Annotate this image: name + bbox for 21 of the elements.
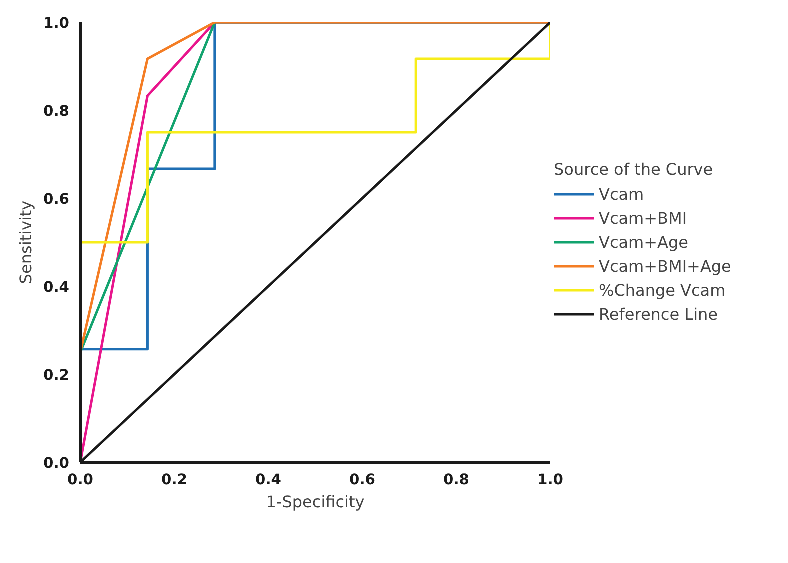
y-axis-title: Sensitivity [16, 200, 36, 284]
legend-label: Vcam+Age [599, 232, 688, 252]
x-tick-label: 0.8 [444, 472, 470, 488]
x-tick-label: 0.2 [162, 472, 188, 488]
x-axis-title: 1-Specificity [266, 492, 365, 512]
legend-label: Reference Line [599, 304, 718, 324]
x-tick-label: 1.0 [538, 472, 564, 488]
x-tick-label: 0.6 [350, 472, 376, 488]
legend-label: %Change Vcam [599, 280, 726, 300]
legend-label: Vcam+BMI+Age [599, 256, 732, 276]
legend-title: Source of the Curve [554, 160, 714, 179]
y-tick-label: 0.0 [44, 455, 70, 472]
legend-label: Vcam+BMI [599, 208, 688, 228]
x-tick-label: 0.0 [68, 472, 94, 488]
y-tick-label: 0.4 [44, 279, 70, 296]
y-tick-label: 0.2 [44, 367, 70, 384]
y-tick-label: 0.6 [44, 191, 70, 208]
x-tick-label: 0.4 [256, 472, 282, 488]
legend-label: Vcam [599, 184, 644, 204]
y-tick-label: 0.8 [44, 103, 70, 120]
y-tick-label: 1.0 [44, 15, 70, 32]
